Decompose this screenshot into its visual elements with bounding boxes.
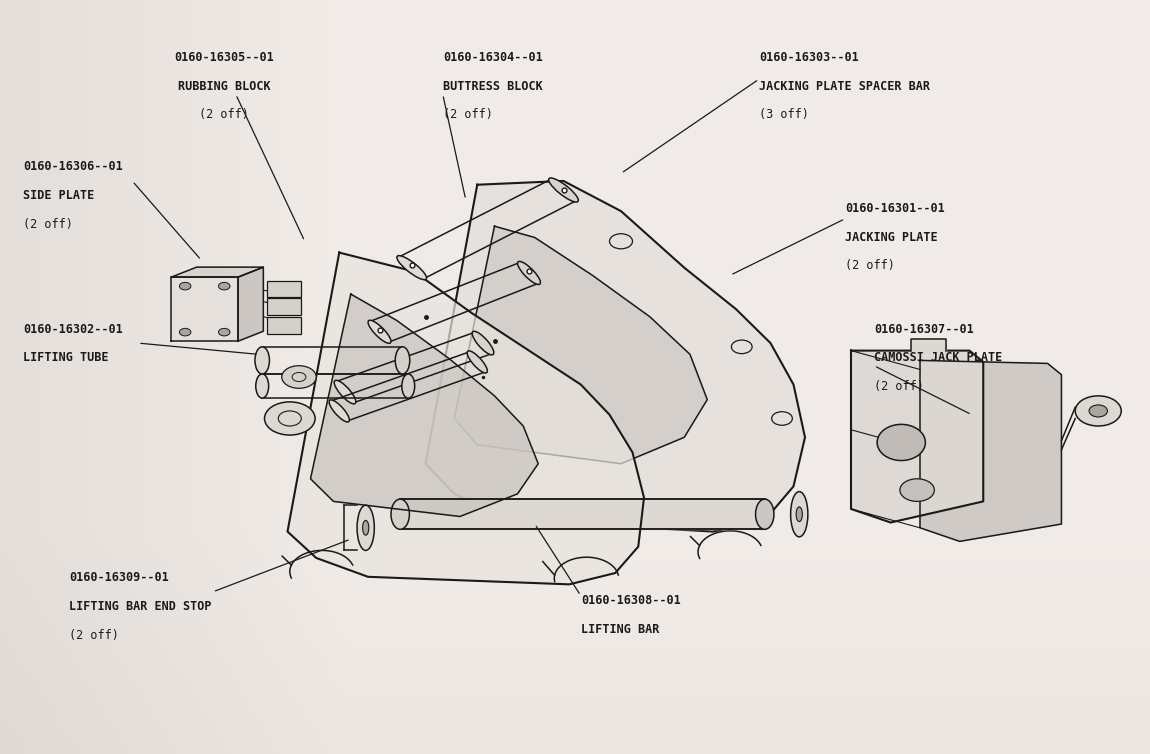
- Circle shape: [218, 283, 230, 290]
- Ellipse shape: [255, 347, 269, 374]
- Text: LIFTING TUBE: LIFTING TUBE: [23, 351, 108, 364]
- Polygon shape: [911, 339, 946, 351]
- Circle shape: [1075, 396, 1121, 426]
- Polygon shape: [400, 499, 765, 529]
- Ellipse shape: [467, 351, 488, 373]
- Ellipse shape: [335, 380, 355, 404]
- Text: 0160-16303--01: 0160-16303--01: [759, 51, 859, 64]
- Polygon shape: [171, 277, 238, 341]
- Polygon shape: [288, 253, 644, 584]
- Circle shape: [264, 402, 315, 435]
- Ellipse shape: [549, 178, 578, 202]
- Text: 0160-16304--01: 0160-16304--01: [443, 51, 543, 64]
- Text: (3 off): (3 off): [759, 109, 808, 121]
- Text: 0160-16305--01: 0160-16305--01: [175, 51, 274, 64]
- Bar: [267, 280, 301, 297]
- Ellipse shape: [401, 374, 415, 398]
- Ellipse shape: [796, 507, 803, 522]
- Circle shape: [218, 329, 230, 336]
- Polygon shape: [454, 226, 707, 464]
- Text: 0160-16308--01: 0160-16308--01: [581, 594, 681, 607]
- Text: JACKING PLATE: JACKING PLATE: [845, 231, 938, 244]
- Text: 0160-16301--01: 0160-16301--01: [845, 202, 945, 215]
- Text: 0160-16306--01: 0160-16306--01: [23, 161, 123, 173]
- Circle shape: [1089, 405, 1107, 417]
- Text: (2 off): (2 off): [23, 218, 72, 231]
- Ellipse shape: [356, 505, 375, 550]
- Text: (2 off): (2 off): [874, 380, 923, 393]
- Ellipse shape: [473, 331, 493, 355]
- Polygon shape: [310, 294, 538, 516]
- Ellipse shape: [518, 262, 540, 284]
- Text: LIFTING BAR: LIFTING BAR: [581, 623, 659, 636]
- Circle shape: [179, 283, 191, 290]
- Ellipse shape: [362, 520, 369, 535]
- Ellipse shape: [368, 320, 391, 343]
- Circle shape: [179, 329, 191, 336]
- Polygon shape: [238, 267, 263, 341]
- Text: (2 off): (2 off): [443, 109, 492, 121]
- Ellipse shape: [791, 492, 807, 537]
- Ellipse shape: [255, 374, 269, 398]
- Ellipse shape: [397, 256, 427, 280]
- Circle shape: [282, 366, 316, 388]
- Text: 0160-16307--01: 0160-16307--01: [874, 323, 974, 336]
- Text: 0160-16309--01: 0160-16309--01: [69, 572, 169, 584]
- Text: (2 off): (2 off): [69, 629, 118, 642]
- Text: 0160-16302--01: 0160-16302--01: [23, 323, 123, 336]
- Polygon shape: [171, 267, 263, 277]
- Ellipse shape: [756, 499, 774, 529]
- Polygon shape: [851, 351, 983, 523]
- Text: JACKING PLATE SPACER BAR: JACKING PLATE SPACER BAR: [759, 80, 930, 93]
- Text: RUBBING BLOCK: RUBBING BLOCK: [178, 80, 270, 93]
- Text: (2 off): (2 off): [845, 259, 895, 272]
- Ellipse shape: [329, 400, 350, 422]
- Ellipse shape: [396, 347, 409, 374]
- Text: CAMOSSI JACK PLATE: CAMOSSI JACK PLATE: [874, 351, 1003, 364]
- Bar: [267, 298, 301, 315]
- Polygon shape: [426, 181, 805, 532]
- Text: LIFTING BAR END STOP: LIFTING BAR END STOP: [69, 600, 212, 613]
- Ellipse shape: [877, 425, 926, 461]
- Text: BUTTRESS BLOCK: BUTTRESS BLOCK: [443, 80, 543, 93]
- Text: (2 off): (2 off): [199, 109, 250, 121]
- Bar: [267, 317, 301, 333]
- Circle shape: [900, 479, 934, 501]
- Ellipse shape: [391, 499, 409, 529]
- Polygon shape: [920, 360, 1061, 541]
- Text: SIDE PLATE: SIDE PLATE: [23, 189, 94, 202]
